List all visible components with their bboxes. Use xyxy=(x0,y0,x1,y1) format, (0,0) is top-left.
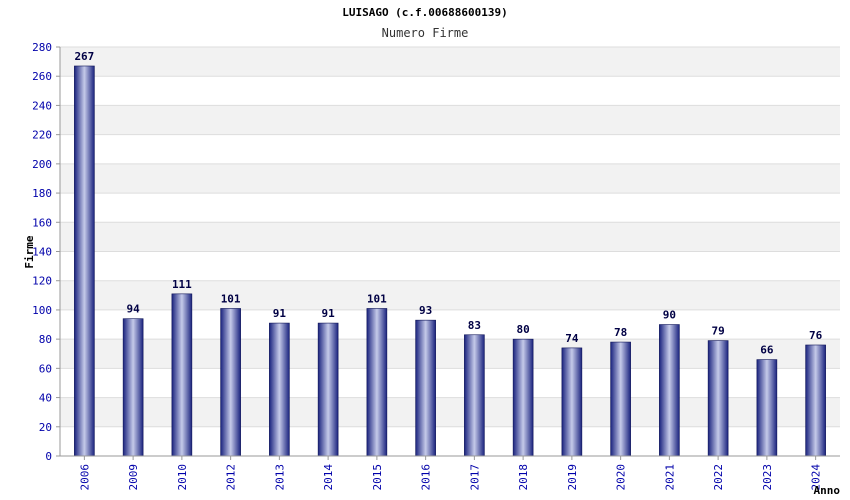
y-tick-label: 160 xyxy=(32,216,52,229)
value-label-2021: 90 xyxy=(663,309,676,322)
value-label-2014: 91 xyxy=(322,307,336,320)
y-tick-label: 240 xyxy=(32,99,52,112)
value-label-2017: 83 xyxy=(468,319,481,332)
y-tick-label: 100 xyxy=(32,304,52,317)
value-label-2018: 80 xyxy=(517,323,530,336)
x-tick-label-2023: 2023 xyxy=(761,464,774,491)
x-tick-label-2024: 2024 xyxy=(810,464,823,491)
y-tick-label: 260 xyxy=(32,70,52,83)
value-labels: 267 94 111 101 91 91 101 93 83 80 74 78 90 79 66 76 xyxy=(74,50,822,357)
x-tick-label-2014: 2014 xyxy=(322,464,335,491)
y-tick-label: 0 xyxy=(45,450,52,463)
bar-2016 xyxy=(415,319,436,457)
grid-band xyxy=(60,222,840,252)
y-tick-label: 60 xyxy=(39,362,52,375)
y-tick-label: 200 xyxy=(32,158,52,171)
x-axis-ticks: 2006 2009 2010 2012 2013 2014 2015 2016 2017 2018… xyxy=(78,456,823,491)
x-tick-label-2016: 2016 xyxy=(420,464,433,491)
bar-2019 xyxy=(561,347,583,457)
value-label-2010: 111 xyxy=(172,278,192,291)
x-tick-label-2009: 2009 xyxy=(127,464,140,491)
bar-2006 xyxy=(74,65,95,457)
value-label-2006: 267 xyxy=(74,50,94,63)
x-axis-label: Anno xyxy=(814,484,841,497)
y-tick-label: 120 xyxy=(32,275,52,288)
bar-2020 xyxy=(610,341,631,457)
value-label-2009: 94 xyxy=(127,303,141,316)
value-label-2022: 79 xyxy=(712,325,725,338)
value-label-2019: 74 xyxy=(565,332,579,345)
bars xyxy=(74,65,826,457)
x-tick-label-2022: 2022 xyxy=(712,464,725,491)
bar-2014 xyxy=(317,322,339,457)
x-tick-label-2015: 2015 xyxy=(371,464,384,491)
chart-title: LUISAGO (c.f.00688600139) xyxy=(342,6,508,19)
x-tick-label-2006: 2006 xyxy=(78,464,91,491)
value-label-2023: 66 xyxy=(760,344,774,357)
value-label-2020: 78 xyxy=(614,326,627,339)
bar-2017 xyxy=(464,334,485,457)
value-label-2013: 91 xyxy=(273,307,287,320)
y-axis-label: Firme xyxy=(23,235,36,268)
bar-2015 xyxy=(366,308,388,457)
bar-2009 xyxy=(122,318,144,457)
y-tick-label: 80 xyxy=(39,333,52,346)
x-tick-label-2019: 2019 xyxy=(566,464,579,491)
bar-2022 xyxy=(707,340,729,457)
bar-2018 xyxy=(512,338,534,457)
value-label-2015: 101 xyxy=(367,292,387,305)
x-tick-label-2021: 2021 xyxy=(663,464,676,491)
y-tick-label: 280 xyxy=(32,41,52,54)
bar-2021 xyxy=(659,324,680,457)
x-tick-label-2013: 2013 xyxy=(273,464,286,491)
x-tick-label-2017: 2017 xyxy=(468,464,481,491)
y-tick-label: 140 xyxy=(32,246,52,259)
chart-subtitle: Numero Firme xyxy=(382,26,469,40)
bar-2023 xyxy=(756,359,778,457)
bar-2024 xyxy=(805,344,826,457)
grid-band xyxy=(60,47,840,77)
value-label-2024: 76 xyxy=(809,329,823,342)
bar-2012 xyxy=(220,308,241,457)
x-tick-label-2018: 2018 xyxy=(517,464,530,491)
bar-2010 xyxy=(171,293,193,457)
x-tick-label-2020: 2020 xyxy=(615,464,628,491)
y-tick-label: 220 xyxy=(32,129,52,142)
grid-band xyxy=(60,163,840,194)
value-label-2016: 93 xyxy=(419,304,432,317)
x-tick-label-2012: 2012 xyxy=(225,464,238,491)
y-tick-label: 20 xyxy=(39,421,52,434)
x-tick-label-2010: 2010 xyxy=(176,464,189,491)
y-tick-label: 40 xyxy=(39,392,52,405)
value-label-2012: 101 xyxy=(221,292,241,305)
y-tick-label: 180 xyxy=(32,187,52,200)
bar-2013 xyxy=(269,322,290,457)
y-axis-ticks: 0 20 40 60 80 100 120 140 160 180 200 220 240 260 280 xyxy=(32,41,60,463)
grid-band xyxy=(60,105,840,135)
